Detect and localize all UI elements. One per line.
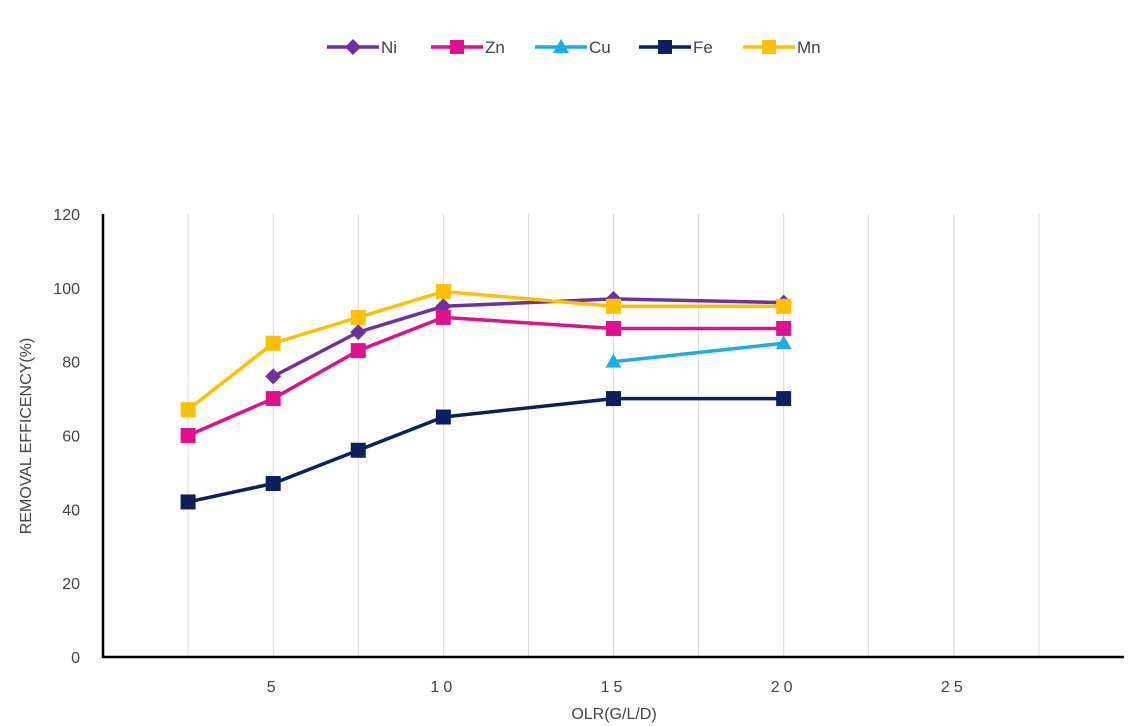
legend-label: Mn: [797, 38, 821, 57]
x-tick-label: 5: [267, 679, 280, 696]
x-tick-label: 25: [941, 679, 967, 696]
data-point: [606, 320, 621, 336]
data-point: [265, 335, 281, 351]
data-point: [435, 409, 451, 425]
data-point: [180, 494, 196, 510]
series-line: [187, 396, 784, 504]
legend-item-fe: Fe: [639, 38, 713, 57]
data-point: [350, 324, 367, 341]
series-line: [187, 289, 784, 412]
series-line: [613, 341, 784, 364]
gridlines: [187, 214, 1040, 657]
series-fe: [180, 391, 792, 510]
y-tick-label: 60: [62, 429, 80, 446]
data-point: [350, 309, 366, 325]
data-point: [553, 39, 569, 53]
series-cu: [605, 335, 792, 368]
y-axis-title: REMOVAL EFFICENCY(%): [18, 338, 35, 534]
y-tick-label: 20: [62, 576, 80, 593]
data-point: [606, 391, 621, 407]
axes: [101, 214, 1124, 659]
x-axis-title: OLR(G/L/D): [571, 706, 656, 723]
data-point: [776, 320, 792, 336]
data-point: [450, 40, 464, 54]
x-tick-label: 15: [601, 679, 627, 696]
y-tick-labels: 0 20 40 60 80 100 120: [53, 207, 80, 667]
y-tick-label: 120: [53, 207, 80, 224]
legend-label: Cu: [589, 38, 611, 57]
x-tick-label: 20: [771, 679, 797, 696]
y-tick-label: 80: [62, 355, 80, 372]
data-point: [762, 40, 776, 54]
data-point: [265, 368, 282, 385]
x-tick-labels: 5 10 15 20 25: [267, 679, 967, 696]
y-tick-label: 100: [53, 281, 80, 298]
legend-item-cu: Cu: [535, 38, 611, 57]
data-point: [350, 442, 366, 458]
data-point: [265, 475, 281, 491]
data-point: [776, 391, 792, 407]
series-line: [187, 315, 784, 438]
data-point: [606, 298, 621, 314]
legend-label: Zn: [485, 38, 505, 57]
y-tick-label: 0: [71, 650, 80, 667]
data-point: [180, 428, 196, 443]
legend-label: Fe: [693, 38, 713, 57]
y-tick-label: 40: [62, 502, 80, 519]
data-point: [435, 284, 451, 300]
data-point: [265, 391, 281, 407]
data-point: [605, 353, 622, 368]
series-group: [180, 284, 792, 510]
data-point: [180, 402, 196, 418]
data-point: [775, 335, 792, 350]
data-point: [658, 40, 672, 54]
series-zn: [180, 309, 792, 443]
legend: Ni Zn Cu Fe Mn: [327, 38, 821, 57]
x-tick-label: 10: [430, 679, 456, 696]
legend-label: Ni: [381, 38, 397, 57]
legend-item-mn: Mn: [743, 38, 821, 57]
data-point: [435, 309, 451, 325]
legend-item-ni: Ni: [327, 38, 397, 57]
series-mn: [180, 284, 792, 418]
data-point: [350, 343, 366, 359]
legend-item-zn: Zn: [431, 38, 505, 57]
data-point: [776, 298, 792, 314]
data-point: [345, 39, 361, 55]
